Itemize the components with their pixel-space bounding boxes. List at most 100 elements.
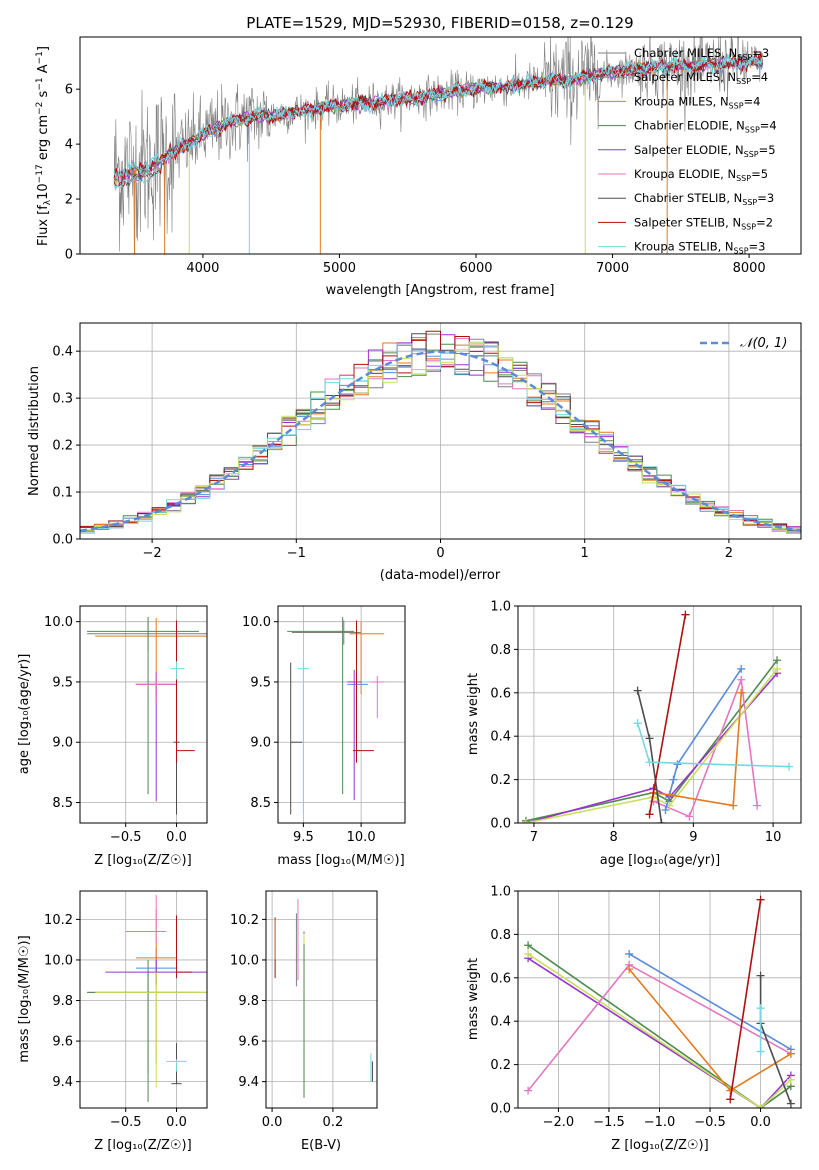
y-tick-label: 9.5 <box>250 675 271 690</box>
weight-point <box>737 675 746 684</box>
y-tick-label: 0.2 <box>490 773 511 788</box>
spectrum-plot-area <box>113 37 764 254</box>
y-tick-label: 0.8 <box>490 928 511 943</box>
x-tick-label: 8 <box>610 830 618 845</box>
mass-vs-metallicity-xlabel: Z [log₁₀(Z/Z☉)] <box>94 1138 191 1153</box>
weight-line-chabrier-elodie <box>527 944 792 1108</box>
weight-point <box>685 812 694 821</box>
age-vs-metallicity-frame <box>79 605 208 824</box>
y-tick-label: 0.6 <box>490 971 511 986</box>
y-tick-label: 10.2 <box>44 913 73 928</box>
weight-point <box>661 805 670 814</box>
weight-vs-metallicity-xlabel: Z [log₁₀(Z/Z☉)] <box>611 1138 708 1153</box>
weight-point <box>756 1004 765 1013</box>
mass-vs-metallicity-ticks: −0.5 0.0 9.4 9.6 9.8 10.0 10.2 <box>44 913 187 1130</box>
y-tick-label: 9.0 <box>250 736 271 751</box>
grid <box>80 891 207 1108</box>
legend-entry-chabrier-stelib: Chabrier STELIB, NSSP=3 <box>634 191 774 207</box>
weight-vs-metallicity-plot-area <box>518 891 801 1108</box>
y-tick-label: 0 <box>65 248 73 263</box>
y-tick-label: 9.4 <box>52 1075 73 1090</box>
mass-vs-metallicity-panel: −0.5 0.0 9.4 9.6 9.8 10.0 10.2 Z [log₁₀(Z/Z☉)]… <box>17 890 208 1153</box>
weight-point <box>633 719 642 728</box>
y-tick-label: 9.8 <box>238 994 259 1009</box>
weight-point <box>726 1095 735 1104</box>
spectrum-frame <box>79 36 802 255</box>
y-tick-label: 9.0 <box>52 736 73 751</box>
x-tick-label: −0.5 <box>110 830 142 845</box>
y-tick-label: 8.5 <box>250 796 271 811</box>
weight-point <box>645 810 654 819</box>
x-tick-label: 10 <box>765 830 782 845</box>
spectrum-panel: PLATE=1529, MJD=52930, FIBERID=0158, z=0… <box>35 14 802 298</box>
legend-entry-salpeter-miles: Salpeter MILES, NSSP=4 <box>634 70 768 86</box>
weight-point <box>645 758 654 767</box>
weight-vs-metallicity-ylabel: mass weight <box>466 958 481 1040</box>
x-tick-label: 9.5 <box>293 830 314 845</box>
y-tick-label: 0.0 <box>52 533 73 548</box>
mass-vs-ebv-ticks: 0.0 0.2 9.4 9.6 9.8 10.0 10.2 <box>230 913 343 1130</box>
y-tick-label: 10.0 <box>242 615 271 630</box>
age-vs-mass-plot-area <box>278 606 405 823</box>
y-tick-label: 0.4 <box>490 730 511 745</box>
weight-point <box>756 895 765 904</box>
x-tick-label: 0.0 <box>750 1115 771 1130</box>
y-tick-label: 0.0 <box>490 817 511 832</box>
x-tick-label: 5000 <box>323 261 356 276</box>
x-tick-label: 8000 <box>733 261 766 276</box>
x-tick-label: 4000 <box>186 261 219 276</box>
legend-entry-chabrier-elodie: Chabrier ELODIE, NSSP=4 <box>634 119 777 135</box>
x-tick-label: −2 <box>143 546 162 561</box>
model-spectrum-highlight <box>113 51 763 181</box>
residual-histogram-yellowgreen <box>80 341 801 534</box>
weight-point <box>786 1049 795 1058</box>
y-tick-label: 0.2 <box>490 1058 511 1073</box>
weight-point <box>729 801 738 810</box>
x-tick-label: 0.0 <box>166 1115 187 1130</box>
y-tick-label: 10.0 <box>230 953 259 968</box>
mass-vs-metallicity-frame <box>79 890 208 1109</box>
x-tick-label: −2.0 <box>543 1115 575 1130</box>
weight-point <box>681 610 690 619</box>
weight-point <box>756 1104 765 1108</box>
weight-point <box>753 801 762 810</box>
legend-entry-kroupa-elodie: Kroupa ELODIE, NSSP=5 <box>634 167 768 183</box>
weight-point <box>625 949 634 958</box>
weight-point <box>524 949 533 958</box>
legend-entry-kroupa-stelib: Kroupa STELIB, NSSP=3 <box>634 240 765 256</box>
weight-vs-metallicity-panel: −2.0 −1.5 −1.0 −0.5 0.0 0.0 0.2 0.4 0.6 0.8 1.0 Z … <box>466 885 802 1153</box>
x-tick-label: 1 <box>581 546 589 561</box>
weight-point <box>726 1086 735 1095</box>
x-tick-label: 0.0 <box>262 1115 283 1130</box>
weight-vs-age-plot-area <box>518 606 801 823</box>
residual-legend: 𝒩(0, 1) <box>700 336 787 351</box>
y-tick-label: 9.6 <box>52 1035 73 1050</box>
x-tick-label: 0.0 <box>166 830 187 845</box>
weight-line-yellowgreen <box>525 668 778 823</box>
weight-point <box>756 971 765 980</box>
model-spectrum-kroupa-elodie <box>113 54 764 183</box>
x-tick-label: 0.2 <box>323 1115 344 1130</box>
y-tick-label: 0.0 <box>490 1102 511 1117</box>
x-tick-label: 6000 <box>459 261 492 276</box>
weight-point <box>786 1075 795 1084</box>
spectrum-ticks: 4000 5000 6000 7000 8000 0 2 4 6 <box>65 83 766 276</box>
x-tick-label: −1.0 <box>644 1115 676 1130</box>
x-tick-label: −1.5 <box>593 1115 625 1130</box>
spectrum-legend: Chabrier MILES, NSSP=3 Salpeter MILES, NS… <box>598 46 777 256</box>
weight-point <box>645 734 654 743</box>
grid <box>266 891 377 1108</box>
spectrum-xlabel: wavelength [Angstrom, rest frame] <box>326 283 555 298</box>
y-tick-label: 10.2 <box>230 913 259 928</box>
y-tick-label: 0.6 <box>490 686 511 701</box>
residual-histogram-kroupa-stelib <box>80 342 801 534</box>
residual-ylabel: Normed distribution <box>27 366 42 496</box>
x-tick-label: 10.0 <box>347 830 376 845</box>
weight-point <box>773 664 782 673</box>
model-spectrum-kroupa-stelib <box>113 55 764 191</box>
weight-point <box>521 819 530 823</box>
weight-point <box>524 941 533 950</box>
age-vs-metallicity-ylabel: age [log₁₀(age/yr)] <box>17 654 32 775</box>
weight-vs-metallicity-ticks: −2.0 −1.5 −1.0 −0.5 0.0 0.0 0.2 0.4 0.6 0.8 1.0 <box>490 885 771 1131</box>
